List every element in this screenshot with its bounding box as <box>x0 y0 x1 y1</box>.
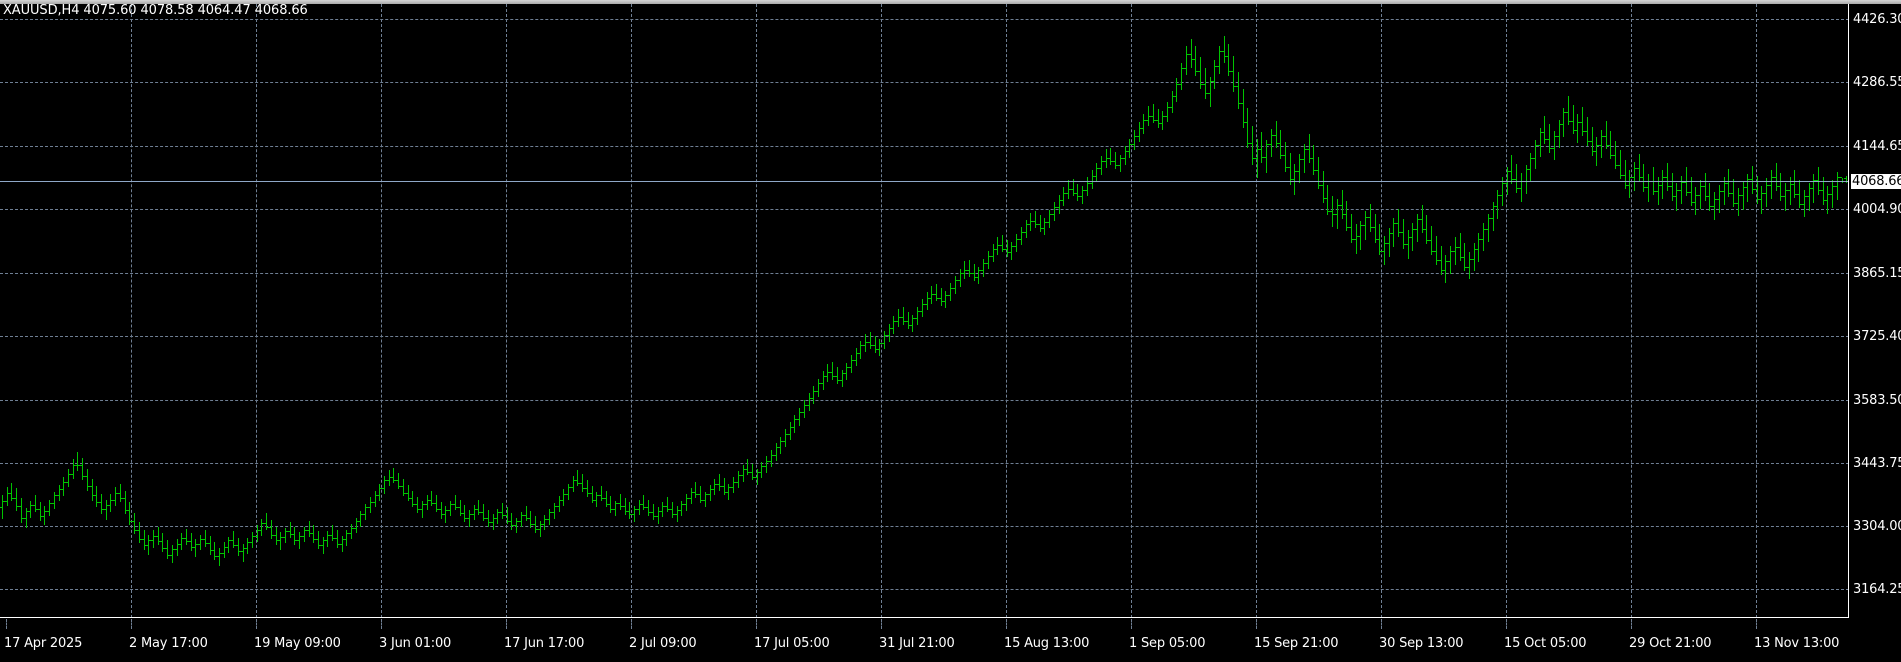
time-axis-tick <box>256 619 257 629</box>
time-axis-tick <box>381 619 382 629</box>
price-axis-label: 4144.65 <box>1853 139 1901 155</box>
time-axis-label: 29 Oct 21:00 <box>1629 636 1712 651</box>
time-axis-tick <box>881 619 882 629</box>
time-axis-label: 17 Apr 2025 <box>4 636 83 651</box>
gridline-vertical <box>756 4 757 618</box>
price-axis-label: 3865.15 <box>1853 265 1901 281</box>
time-axis-tick <box>1631 619 1632 629</box>
window-top-strip <box>0 0 1901 4</box>
chart-header-label: XAUUSD,H4 4075.60 4078.58 4064.47 4068.6… <box>3 3 308 18</box>
time-axis-label: 15 Sep 21:00 <box>1254 636 1339 651</box>
price-axis-label: 3583.50 <box>1853 392 1901 408</box>
gridline-vertical <box>1006 4 1007 618</box>
gridline-horizontal <box>0 525 1849 527</box>
price-axis-label: 4286.55 <box>1853 75 1901 91</box>
time-scale[interactable]: 17 Apr 2025 2 May 17:00 19 May 09:00 3 Jun … <box>0 619 1901 662</box>
time-axis-label: 1 Sep 05:00 <box>1129 636 1206 651</box>
gridline-horizontal <box>0 335 1849 337</box>
time-axis-tick <box>1131 619 1132 629</box>
price-scale[interactable]: 4426.30 4286.55 4144.65 4004.90 3865.15 3725.… <box>1850 4 1901 618</box>
gridline-vertical <box>131 4 132 618</box>
time-axis-label: 19 May 09:00 <box>254 636 341 651</box>
time-axis-label: 15 Oct 05:00 <box>1504 636 1587 651</box>
gridline-horizontal <box>0 82 1849 84</box>
time-axis-tick <box>631 619 632 629</box>
gridline-horizontal <box>0 462 1849 464</box>
time-axis-tick <box>1006 619 1007 629</box>
time-axis-tick <box>1756 619 1757 629</box>
gridline-horizontal <box>0 588 1849 590</box>
time-axis-label: 13 Nov 13:00 <box>1754 636 1840 651</box>
gridline-vertical <box>1506 4 1507 618</box>
gridline-vertical <box>881 4 882 618</box>
time-axis-label: 17 Jul 05:00 <box>754 636 830 651</box>
gridline-vertical <box>1131 4 1132 618</box>
gridline-horizontal <box>0 19 1849 21</box>
time-axis-tick <box>756 619 757 629</box>
time-axis-tick <box>131 619 132 629</box>
time-axis-tick <box>1256 619 1257 629</box>
price-axis-label: 3164.25 <box>1853 581 1901 597</box>
gridline-vertical <box>506 4 507 618</box>
gridline-vertical <box>381 4 382 618</box>
chart-plot-area[interactable] <box>0 4 1849 618</box>
time-axis-label: 2 May 17:00 <box>129 636 208 651</box>
price-axis-label: 4426.30 <box>1853 12 1901 28</box>
time-axis-label: 17 Jun 17:00 <box>504 636 585 651</box>
time-axis-label: 3 Jun 01:00 <box>379 636 452 651</box>
time-axis-tick <box>1381 619 1382 629</box>
time-axis-tick <box>1506 619 1507 629</box>
price-axis-label: 3304.00 <box>1853 518 1901 534</box>
time-axis-label: 15 Aug 13:00 <box>1004 636 1090 651</box>
gridline-vertical <box>631 4 632 618</box>
gridline-horizontal <box>0 399 1849 401</box>
current-price-label: 4068.66 <box>1851 173 1901 189</box>
gridline-horizontal <box>0 272 1849 274</box>
gridline-horizontal <box>0 146 1849 148</box>
gridline-vertical <box>1631 4 1632 618</box>
gridline-horizontal <box>0 209 1849 211</box>
time-axis-label: 2 Jul 09:00 <box>629 636 697 651</box>
gridline-vertical <box>1756 4 1757 618</box>
current-price-line <box>0 180 1849 182</box>
gridline-vertical <box>1256 4 1257 618</box>
price-axis-label: 3725.40 <box>1853 328 1901 344</box>
time-axis-label: 30 Sep 13:00 <box>1379 636 1464 651</box>
price-axis-label: 3443.75 <box>1853 455 1901 471</box>
gridline-vertical <box>1381 4 1382 618</box>
time-axis-label: 31 Jul 21:00 <box>879 636 955 651</box>
time-axis-tick <box>506 619 507 629</box>
time-axis-tick <box>6 619 7 629</box>
price-axis-label: 4004.90 <box>1853 202 1901 218</box>
